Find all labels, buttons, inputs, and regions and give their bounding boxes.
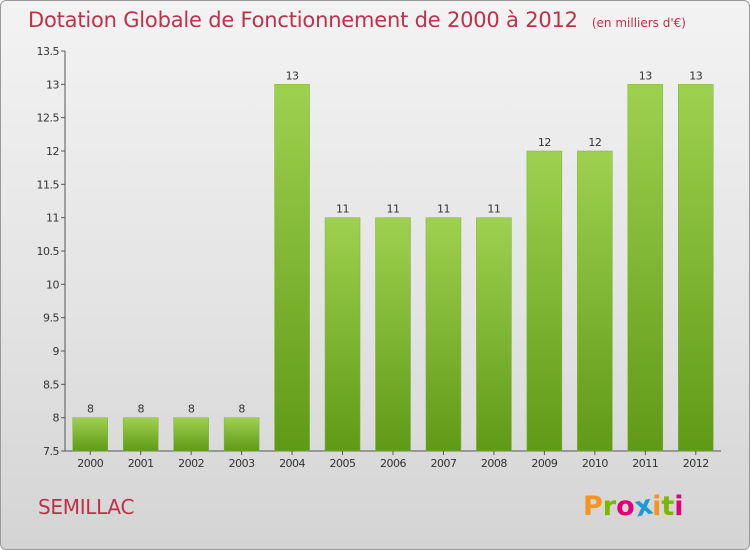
bar xyxy=(375,217,411,452)
x-tick-label: 2009 xyxy=(531,457,557,470)
y-tick-label: 9 xyxy=(53,345,60,358)
chart-title-text: Dotation Globale de Fonctionnement de 20… xyxy=(28,8,578,32)
chart-title: Dotation Globale de Fonctionnement de 20… xyxy=(28,8,686,32)
x-tick-label: 2012 xyxy=(683,457,709,470)
bar xyxy=(425,217,462,452)
x-tick-label: 2003 xyxy=(229,457,255,470)
y-tick-label: 8.5 xyxy=(43,378,59,391)
bar-data-label: 8 xyxy=(137,403,144,416)
x-tick-label: 2002 xyxy=(178,457,204,470)
proxiti-logo: Proxiti xyxy=(583,490,684,524)
bar xyxy=(223,417,260,452)
bar xyxy=(678,84,714,452)
logo-letter: t xyxy=(661,491,675,522)
bar-data-label: 8 xyxy=(238,403,245,416)
x-tick-label: 2001 xyxy=(128,457,154,470)
logo-letter: i xyxy=(652,491,662,522)
commune-name: SEMILLAC xyxy=(38,495,135,519)
bar xyxy=(173,417,209,452)
bar xyxy=(577,150,613,452)
chart-subtitle: (en milliers d'€) xyxy=(591,16,686,30)
y-tick-label: 10 xyxy=(46,278,59,291)
logo-letter: i xyxy=(674,491,684,522)
x-tick-label: 2000 xyxy=(77,457,103,470)
y-tick-label: 10.5 xyxy=(37,245,60,258)
bar xyxy=(324,217,361,452)
bar-data-label: 11 xyxy=(387,203,400,216)
bar xyxy=(526,150,563,452)
logo-letter: o xyxy=(616,491,635,522)
bar-data-label: 11 xyxy=(437,203,450,216)
bar xyxy=(627,84,664,452)
y-tick-label: 11 xyxy=(46,212,59,225)
bar xyxy=(476,217,512,452)
x-tick-label: 2006 xyxy=(380,457,406,470)
bar-data-label: 13 xyxy=(689,69,702,82)
logo-letter: P xyxy=(583,491,603,522)
bar-data-label: 12 xyxy=(588,136,601,149)
x-tick-label: 2005 xyxy=(330,457,356,470)
y-tick-label: 12.5 xyxy=(37,112,60,125)
x-tick-label: 2004 xyxy=(279,457,305,470)
x-tick-label: 2011 xyxy=(632,457,658,470)
y-tick-label: 11.5 xyxy=(37,178,60,191)
bar xyxy=(122,417,159,452)
x-tick-label: 2010 xyxy=(582,457,608,470)
x-tick-label: 2007 xyxy=(430,457,456,470)
y-tick-label: 7.5 xyxy=(43,445,59,458)
bar-data-label: 11 xyxy=(487,203,500,216)
bar-data-label: 13 xyxy=(639,69,652,82)
bar-data-label: 8 xyxy=(87,403,94,416)
bar-data-label: 12 xyxy=(538,136,551,149)
bar xyxy=(72,417,108,452)
bar-data-label: 13 xyxy=(286,69,299,82)
bar-data-label: 11 xyxy=(336,203,349,216)
y-tick-label: 13 xyxy=(46,78,59,91)
y-tick-label: 12 xyxy=(46,145,59,158)
logo-letter: r xyxy=(602,491,617,522)
bar-data-label: 8 xyxy=(188,403,195,416)
y-tick-label: 13.5 xyxy=(37,45,60,58)
y-tick-label: 9.5 xyxy=(43,312,59,325)
x-tick-label: 2008 xyxy=(481,457,507,470)
y-tick-label: 8 xyxy=(53,412,60,425)
bar xyxy=(274,84,310,452)
